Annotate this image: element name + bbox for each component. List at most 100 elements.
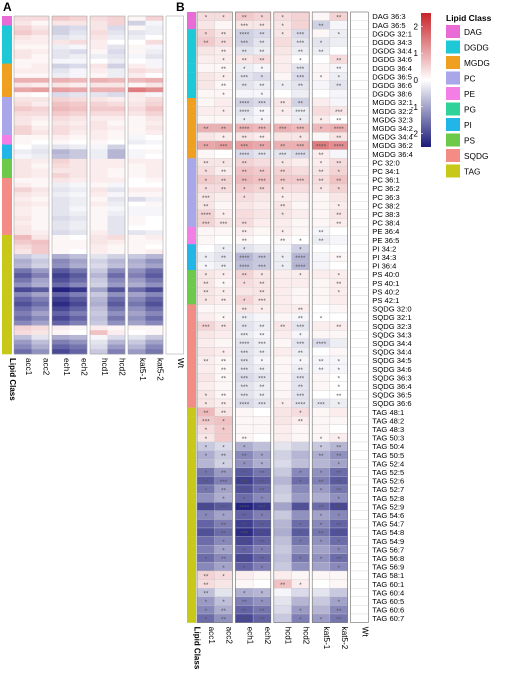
significance-mark: ***	[240, 40, 248, 47]
panel-b-cell	[273, 37, 292, 47]
panel-a-cell	[128, 296, 146, 302]
panel-a-cell	[128, 282, 146, 288]
significance-mark: *	[261, 513, 264, 520]
panel-a-column-label: hcd1	[100, 358, 109, 376]
significance-mark: **	[242, 453, 248, 460]
panel-b-cell	[291, 226, 310, 236]
significance-mark: *	[222, 539, 225, 546]
panel-a-letter: A	[3, 0, 12, 14]
panel-a-cell	[31, 125, 50, 131]
significance-mark: *	[205, 556, 208, 563]
significance-mark: ***	[258, 505, 266, 512]
row-label: SQDG 36:6	[372, 399, 411, 408]
panel-a-cell	[107, 111, 126, 117]
panel-a-cell	[128, 263, 146, 269]
panel-a-cell	[90, 168, 108, 174]
panel-a-cell	[69, 182, 88, 188]
panel-b-cell	[329, 424, 348, 434]
panel-a-cell	[145, 35, 164, 41]
significance-mark: *	[243, 247, 246, 254]
panel-b-cell	[350, 347, 369, 357]
panel-a-cell	[90, 92, 108, 98]
panel-a-cell	[145, 230, 164, 236]
significance-mark: **	[336, 522, 342, 529]
panel-b-class-strip-cell	[187, 467, 196, 477]
panel-a-cell	[128, 101, 146, 107]
panel-b-cell	[350, 338, 369, 348]
row-label: DGDG 38:6	[372, 90, 412, 99]
panel-b-class-strip-cell	[187, 55, 196, 64]
panel-a-class-strip-cell	[2, 239, 12, 245]
panel-b-cell	[273, 476, 292, 486]
panel-b-cell	[329, 304, 348, 314]
panel-a-cell	[107, 344, 126, 350]
significance-mark: ****	[295, 264, 306, 271]
panel-a-cell	[90, 82, 108, 88]
panel-b-cell	[235, 570, 254, 580]
panel-a-cell	[107, 44, 126, 50]
panel-a-cell	[145, 344, 164, 350]
panel-a-column-label: acc1	[24, 358, 33, 376]
panel-a-cell	[90, 211, 108, 217]
significance-mark: *	[337, 384, 340, 391]
panel-a-cell	[145, 163, 164, 169]
row-label: TAG 56:9	[372, 563, 404, 572]
panel-a-column-group-frame	[13, 15, 50, 355]
significance-mark: **	[221, 186, 227, 193]
panel-a-class-strip-cell	[2, 39, 12, 45]
panel-a-cell	[145, 130, 164, 136]
panel-a-cell	[145, 287, 164, 293]
significance-mark: **	[259, 135, 265, 142]
significance-mark: **	[259, 169, 265, 176]
legend-entry: DGDG	[464, 43, 489, 53]
panel-a-cell	[145, 58, 164, 64]
panel-a-cell	[52, 68, 70, 74]
significance-mark: *	[222, 573, 225, 580]
panel-a-cell	[107, 220, 126, 226]
panel-a-cell	[31, 58, 50, 64]
panel-b-class-strip-cell	[187, 12, 196, 21]
panel-b-cell	[273, 519, 292, 529]
panel-b-cell	[350, 459, 369, 468]
panel-b-cell	[196, 459, 215, 468]
panel-a-cell	[14, 239, 32, 245]
panel-b-cell	[196, 20, 215, 30]
panel-b-cell	[214, 381, 233, 391]
panel-b-cell	[329, 347, 348, 357]
panel-a-class-strip-cell	[2, 158, 12, 164]
panel-a-cell	[128, 96, 146, 102]
panel-a-cell	[14, 273, 32, 279]
panel-a-cell	[69, 292, 88, 298]
panel-a-cell	[90, 268, 108, 274]
panel-b-cell	[350, 364, 369, 374]
panel-a-cell	[107, 306, 126, 312]
panel-b-cell	[350, 579, 369, 589]
legend-swatch	[446, 40, 460, 54]
significance-mark: *	[205, 264, 208, 271]
panel-a-cell	[107, 168, 126, 174]
panel-a-cell	[166, 320, 184, 326]
significance-mark: **	[336, 135, 342, 142]
panel-a-cell	[90, 154, 108, 160]
panel-a-class-strip-cell	[2, 173, 12, 179]
row-label: SQDG 34:6	[372, 365, 411, 374]
panel-a-column-group-frame	[51, 15, 88, 355]
panel-a-cell	[14, 258, 32, 264]
significance-mark: **	[336, 393, 342, 400]
panel-a-cell	[166, 196, 184, 202]
panel-b-cell	[273, 304, 292, 314]
panel-a-cell	[145, 339, 164, 345]
significance-mark: *	[281, 32, 284, 39]
panel-b-cell	[196, 226, 215, 236]
panel-b-class-strip-cell	[187, 37, 196, 47]
panel-a-cell	[90, 192, 108, 198]
panel-a-cell	[166, 306, 184, 312]
panel-a-cell	[128, 220, 146, 226]
panel-b-cell	[214, 149, 233, 159]
panel-a-cell	[166, 154, 184, 160]
panel-a-cell	[145, 168, 164, 174]
panel-a-cell	[69, 139, 88, 145]
panel-b-cell	[329, 89, 348, 99]
panel-b-class-strip-cell	[187, 364, 196, 374]
panel-a-cell	[52, 301, 70, 307]
